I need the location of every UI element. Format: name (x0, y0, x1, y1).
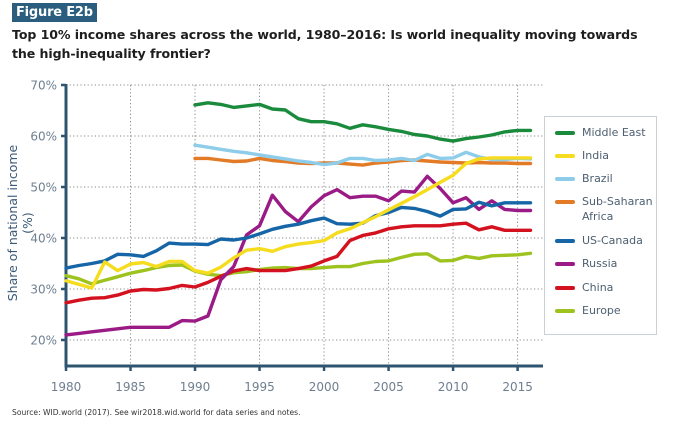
legend-label: US-Canada (582, 234, 643, 247)
legend-item-india: India (545, 148, 657, 163)
x-tick-label: 2005 (373, 380, 404, 394)
legend-item-china: China (545, 280, 657, 295)
y-tick-label: 60% (30, 130, 57, 144)
legend-swatch (555, 309, 575, 313)
series-line-us-canada (64, 200, 533, 270)
y-tick-label: 30% (30, 283, 57, 297)
legend-label: Brazil (582, 172, 613, 185)
series-line-brazil (193, 143, 533, 167)
legend-swatch (555, 262, 575, 266)
x-tick-label: 2010 (438, 380, 469, 394)
legend-label: Russia (582, 257, 618, 270)
legend-item-brazil: Brazil (545, 171, 657, 186)
legend-label: China (582, 281, 614, 294)
legend-label: Europe (582, 304, 621, 317)
legend-swatch (555, 131, 575, 135)
y-tick-label: 70% (30, 79, 57, 93)
legend-swatch (555, 177, 575, 181)
axes (61, 83, 543, 371)
x-tick-label: 2000 (309, 380, 340, 394)
legend-item-sub-saharan-africa: Sub-Saharan Africa (545, 194, 657, 224)
x-tick-label: 1985 (115, 380, 146, 394)
legend-item-us-canada: US-Canada (545, 233, 657, 248)
series-line-india (64, 156, 533, 290)
legend-item-middle-east: Middle East (545, 125, 657, 140)
x-tick-label: 1990 (180, 380, 211, 394)
legend-swatch (555, 239, 575, 243)
x-tick-label: 1980 (51, 380, 82, 394)
x-tick-label: 2015 (502, 380, 533, 394)
legend-swatch (555, 154, 575, 158)
series-lines (64, 101, 533, 337)
y-tick-label: 20% (30, 334, 57, 348)
legend-label: Middle East (582, 126, 646, 139)
grid-lines (66, 84, 543, 366)
y-tick-label: 40% (30, 232, 57, 246)
legend: Middle East India Brazil Sub-Saharan Africa… (544, 116, 657, 335)
y-tick-label: 50% (30, 181, 57, 195)
source-note: Source: WID.world (2017). See wir2018.wi… (12, 408, 301, 417)
series-line-sub-saharan-africa (193, 156, 533, 167)
x-tick-label: 1995 (244, 380, 275, 394)
legend-swatch (555, 200, 575, 204)
chart-title: Top 10% income shares across the world, … (12, 27, 638, 61)
series-line-china (64, 221, 533, 305)
legend-item-europe: Europe (545, 303, 657, 318)
figure-label: Figure E2b (12, 3, 97, 22)
legend-label: Sub-Saharan Africa (582, 195, 653, 223)
legend-label: India (582, 149, 609, 162)
series-line-middle-east (193, 101, 533, 143)
legend-swatch (555, 286, 575, 290)
series-line-russia (64, 174, 533, 337)
tick-labels: 20% 30% 40% 50% 60% 70% 1980 1985 1990 1995 2000 20… (30, 79, 533, 395)
legend-item-russia: Russia (545, 256, 657, 271)
